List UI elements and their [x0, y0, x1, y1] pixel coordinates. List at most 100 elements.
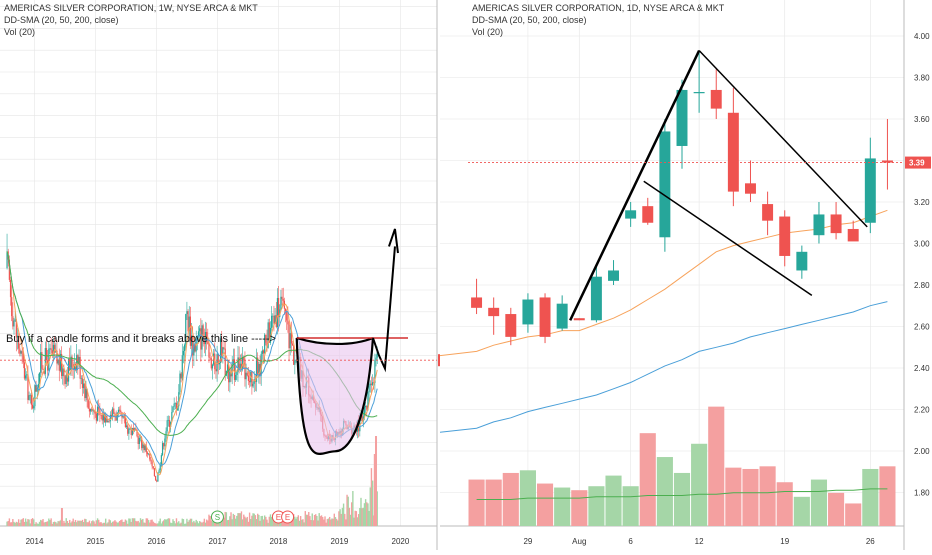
daily-chart[interactable]: 4.003.803.603.403.203.002.802.602.402.20…	[439, 0, 932, 550]
daily-volume-bar	[691, 443, 708, 526]
weekly-chart[interactable]: 11.5011.0010.5010.009.509.008.508.007.50…	[0, 0, 464, 550]
weekly-candle	[188, 316, 190, 332]
weekly-volume-bar	[230, 512, 232, 526]
cup-outline	[295, 337, 375, 456]
weekly-candle	[95, 413, 98, 421]
weekly-volume-bar	[100, 522, 102, 526]
weekly-candle	[219, 338, 222, 363]
weekly-volume-bar	[144, 522, 146, 526]
daily-candle	[881, 160, 893, 163]
daily-candle	[727, 112, 739, 192]
daily-volume-bar	[656, 457, 673, 526]
weekly-candle	[84, 383, 86, 399]
weekly-volume-bar	[255, 519, 258, 526]
weekly-candle	[106, 415, 108, 423]
weekly-candle	[31, 404, 34, 409]
weekly-x-tick-label: 2014	[26, 537, 44, 546]
weekly-volume-bar	[12, 518, 14, 526]
weekly-candle	[261, 350, 263, 354]
weekly-candle	[29, 395, 31, 396]
weekly-volume-bar	[102, 522, 105, 526]
weekly-volume-bar	[133, 518, 136, 526]
weekly-volume-bar	[172, 519, 174, 526]
daily-y-tick-label: 3.80	[914, 74, 930, 83]
weekly-volume-bar	[182, 519, 185, 526]
weekly-symbol-title: AMERICAS SILVER CORPORATION, 1W, NYSE AR…	[4, 3, 258, 13]
daily-x-tick-label: 12	[695, 537, 704, 546]
daily-volume-bar	[879, 466, 896, 526]
weekly-volume-bar	[202, 521, 204, 526]
weekly-volume-bar	[121, 519, 123, 526]
weekly-volume-bar	[35, 522, 37, 526]
weekly-candle	[78, 356, 80, 365]
weekly-volume-bar	[308, 512, 310, 526]
event-badge-label: S	[215, 513, 220, 522]
weekly-volume-bar	[164, 519, 166, 526]
weekly-candle	[123, 416, 125, 418]
weekly-candle	[103, 413, 106, 423]
weekly-candle	[166, 420, 168, 432]
weekly-volume-bar	[59, 520, 62, 526]
weekly-volume-bar	[210, 520, 212, 526]
weekly-x-tick-label: 2019	[331, 537, 349, 546]
weekly-candle	[173, 403, 175, 407]
weekly-candle	[13, 320, 15, 327]
weekly-candle	[294, 360, 296, 365]
weekly-volume-bar	[45, 521, 48, 526]
weekly-candle	[100, 414, 102, 416]
weekly-volume-bar	[348, 507, 351, 526]
weekly-candle	[288, 324, 290, 349]
weekly-volume-bar	[13, 521, 15, 526]
weekly-candle	[26, 374, 28, 376]
weekly-volume-bar	[77, 520, 79, 526]
daily-volume-bar	[639, 433, 656, 526]
weekly-volume-bar	[247, 521, 250, 526]
weekly-volume-bar	[63, 520, 65, 526]
weekly-candle	[124, 417, 127, 428]
weekly-volume-bar	[74, 519, 77, 526]
daily-candle	[608, 270, 619, 281]
weekly-candle	[36, 387, 38, 392]
weekly-volume-bar	[201, 522, 203, 526]
weekly-volume-bar	[261, 515, 264, 526]
daily-volume-bar	[725, 467, 742, 526]
weekly-volume-bar	[154, 523, 157, 526]
weekly-volume-bar	[91, 521, 93, 526]
daily-volume-legend: Vol (20)	[472, 27, 504, 37]
weekly-candle	[94, 412, 96, 414]
weekly-volume-bar	[245, 518, 247, 526]
daily-candle	[762, 204, 774, 221]
weekly-volume-bar	[79, 520, 81, 526]
weekly-volume-bar	[351, 502, 353, 526]
weekly-candle	[264, 334, 266, 354]
weekly-volume-bar	[113, 521, 115, 526]
weekly-volume-bar	[229, 516, 231, 526]
weekly-volume-spike	[375, 436, 378, 526]
weekly-volume-bar	[262, 519, 265, 526]
weekly-volume-bar	[151, 519, 153, 526]
weekly-volume-bar	[359, 508, 361, 526]
weekly-candle	[374, 360, 376, 383]
weekly-volume-bar	[328, 516, 331, 526]
weekly-candle	[81, 378, 84, 389]
daily-chart-pane[interactable]: 4.003.803.603.403.203.002.802.602.402.20…	[439, 0, 932, 550]
event-badge	[210, 510, 224, 524]
weekly-volume-bar	[259, 520, 261, 526]
weekly-candle	[265, 334, 267, 343]
weekly-volume-bar	[111, 521, 114, 526]
weekly-candle	[102, 413, 104, 421]
weekly-candle	[152, 466, 154, 469]
weekly-volume-bar	[26, 521, 28, 526]
daily-x-tick-label: 6	[628, 537, 633, 546]
daily-candle	[573, 318, 585, 321]
weekly-chart-pane[interactable]: 11.5011.0010.5010.009.509.008.508.007.50…	[0, 0, 464, 550]
weekly-volume-bar	[353, 517, 355, 526]
handle-arrow-path	[372, 246, 396, 373]
weekly-volume-bar	[24, 518, 27, 526]
event-badge-label: E	[276, 513, 281, 522]
weekly-volume-bar	[258, 514, 260, 526]
weekly-x-tick-label: 2017	[209, 537, 227, 546]
weekly-candle	[246, 372, 248, 376]
daily-candle	[471, 297, 483, 308]
daily-candle	[830, 214, 842, 234]
